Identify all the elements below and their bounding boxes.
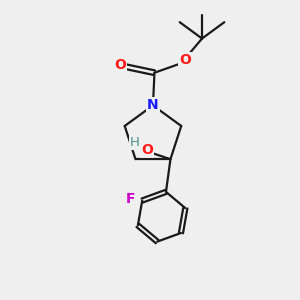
Text: F: F — [126, 192, 136, 206]
Text: N: N — [147, 98, 159, 112]
Text: H: H — [130, 136, 140, 149]
Text: O: O — [141, 143, 153, 157]
Text: O: O — [114, 58, 126, 72]
Text: O: O — [179, 53, 191, 67]
